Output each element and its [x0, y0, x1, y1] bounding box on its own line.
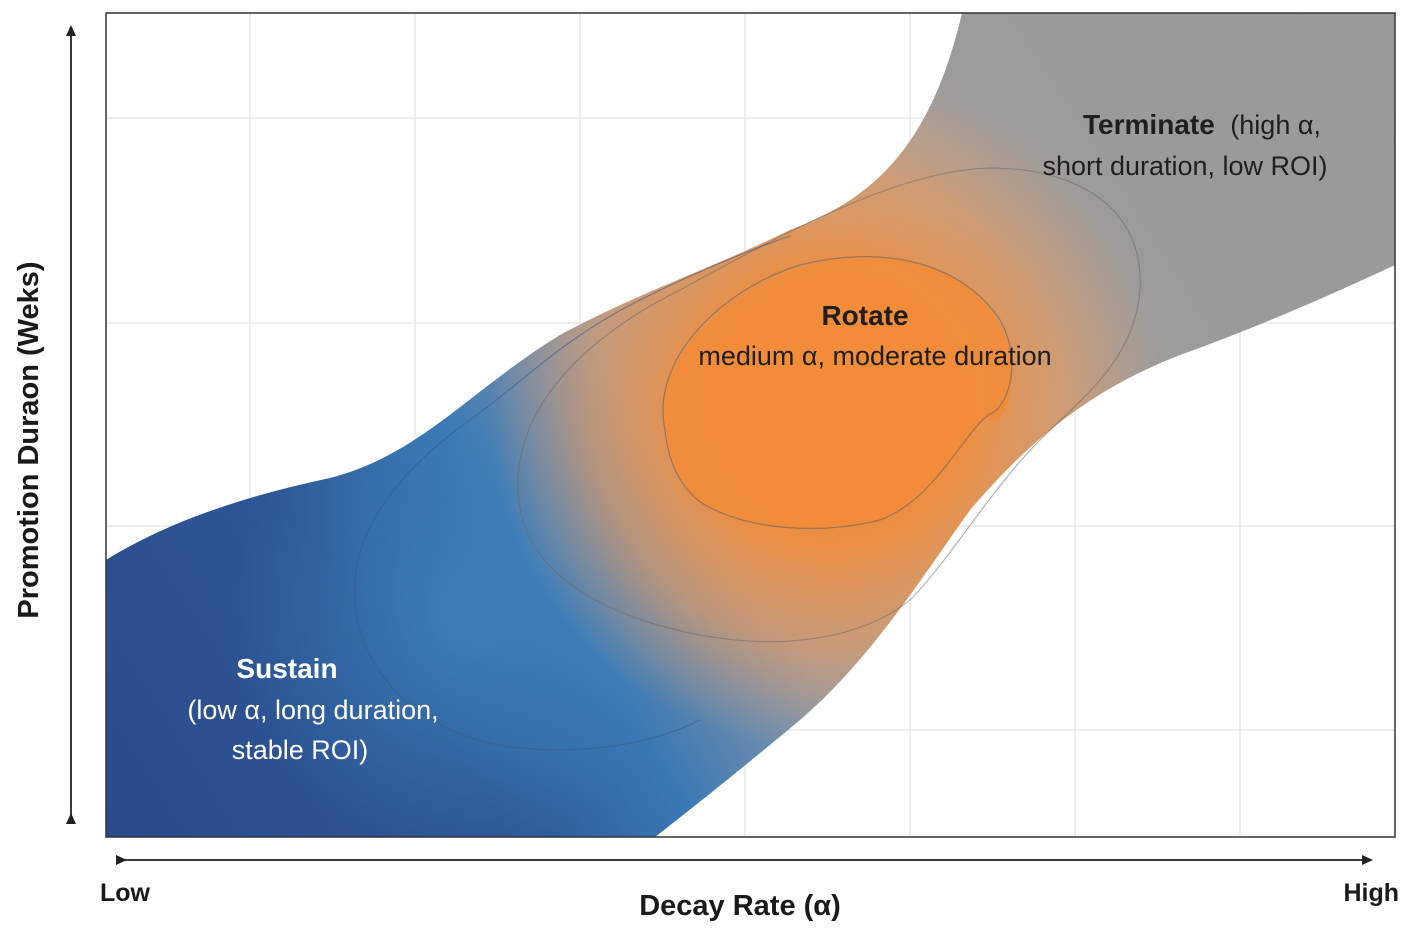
- contour-middle: [517, 167, 1141, 643]
- terminate-line-2: short duration, low ROI): [1042, 151, 1327, 181]
- region-terminate: Terminate (high α, short duration, low R…: [1042, 109, 1327, 181]
- x-axis-low-label: Low: [100, 879, 151, 907]
- sustain-title: Sustain: [236, 653, 337, 684]
- rotate-title: Rotate: [821, 300, 908, 331]
- terminate-line-1: (high α,: [1230, 110, 1321, 140]
- sustain-line-2: stable ROI): [232, 735, 369, 765]
- region-rotate: Rotate medium α, moderate duration: [698, 300, 1051, 371]
- sustain-line-1: (low α, long duration,: [187, 695, 438, 725]
- contour-inner: [662, 256, 1013, 530]
- x-axis-high-label: High: [1343, 879, 1399, 907]
- svg-text:Terminate (high α,: Terminate (high α,: [1083, 109, 1321, 140]
- region-sustain: Sustain (low α, long duration, stable RO…: [187, 653, 438, 765]
- plot-frame: [105, 12, 1396, 838]
- y-axis-title: Promotion Duraon (Weks): [13, 261, 45, 618]
- rotate-line-1: medium α, moderate duration: [698, 341, 1051, 371]
- x-axis-title: Decay Rate (α): [639, 890, 841, 922]
- rotate-core: [662, 257, 1013, 529]
- contour-outer: [354, 235, 791, 751]
- terminate-title: Terminate: [1083, 109, 1215, 140]
